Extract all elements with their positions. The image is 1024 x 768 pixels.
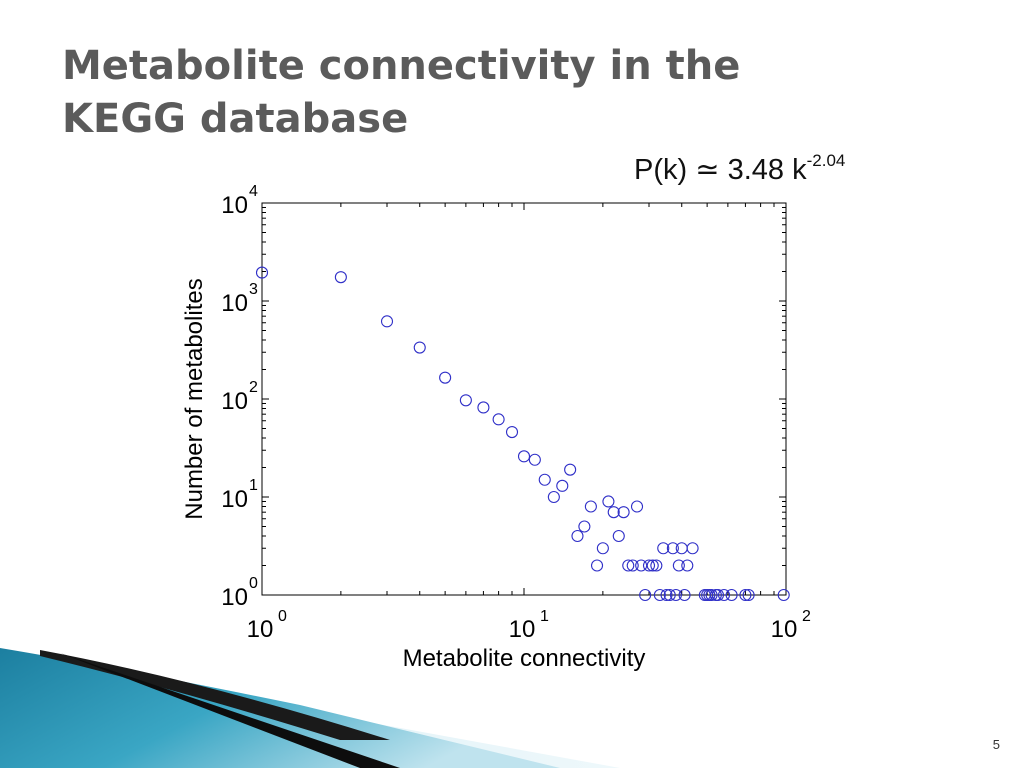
data-point bbox=[672, 559, 685, 572]
y-axis-label: Number of metabolites bbox=[181, 278, 208, 519]
data-point bbox=[639, 588, 652, 602]
data-point bbox=[612, 529, 625, 543]
y-tick-label-exponent: 3 bbox=[249, 281, 258, 298]
x-tick-label-exponent: 2 bbox=[802, 608, 811, 625]
data-point bbox=[602, 495, 615, 508]
swoosh-dark-stroke bbox=[40, 650, 390, 740]
data-point bbox=[626, 559, 639, 572]
y-tick-label: 10 bbox=[221, 486, 248, 513]
data-point bbox=[334, 271, 347, 284]
data-point bbox=[686, 542, 699, 555]
y-tick-label-exponent: 2 bbox=[249, 379, 258, 396]
data-point bbox=[578, 520, 591, 533]
slide-title-line-2: KEGG database bbox=[62, 95, 409, 142]
x-tick-label: 10 bbox=[771, 616, 798, 643]
data-point bbox=[739, 588, 752, 602]
plot-frame bbox=[261, 202, 787, 596]
data-point bbox=[556, 479, 569, 492]
data-point bbox=[590, 559, 604, 572]
y-tick-label: 10 bbox=[221, 290, 248, 317]
y-tick-label: 10 bbox=[221, 192, 248, 219]
data-point bbox=[717, 588, 731, 602]
x-tick-label-exponent: 0 bbox=[278, 608, 287, 625]
data-point bbox=[681, 559, 694, 572]
x-tick-label: 10 bbox=[509, 616, 536, 643]
data-point bbox=[459, 394, 472, 407]
data-point bbox=[660, 588, 673, 602]
x-tick-label: 10 bbox=[247, 616, 274, 643]
data-point bbox=[380, 315, 394, 328]
y-tick-label: 10 bbox=[221, 584, 248, 611]
data-point bbox=[705, 588, 718, 602]
data-point bbox=[617, 506, 630, 519]
data-point bbox=[413, 341, 426, 354]
y-tick-label: 10 bbox=[221, 388, 248, 415]
data-point bbox=[622, 559, 635, 572]
data-point bbox=[439, 371, 452, 384]
data-point bbox=[492, 413, 505, 426]
y-tick-label-exponent: 0 bbox=[249, 575, 258, 592]
y-tick-label-exponent: 4 bbox=[249, 183, 258, 200]
swoosh-dark-stroke-2 bbox=[60, 653, 400, 768]
data-point bbox=[777, 588, 790, 602]
data-point bbox=[711, 588, 725, 602]
data-point bbox=[678, 588, 691, 602]
data-point bbox=[630, 500, 644, 513]
formula-exponent: -2.04 bbox=[806, 151, 846, 170]
data-point bbox=[505, 425, 519, 439]
data-point bbox=[666, 542, 679, 555]
data-point bbox=[646, 559, 659, 572]
data-point bbox=[725, 588, 738, 602]
formula-symbol: ≃ bbox=[695, 154, 720, 186]
data-point bbox=[669, 588, 682, 602]
x-tick-label-exponent: 1 bbox=[540, 608, 549, 625]
data-point bbox=[742, 588, 755, 602]
data-point bbox=[653, 588, 666, 602]
data-point bbox=[596, 542, 609, 555]
data-point bbox=[477, 401, 490, 414]
data-point bbox=[538, 473, 551, 486]
data-point bbox=[642, 559, 656, 572]
formula-coefficient: 3.48 k bbox=[727, 154, 807, 186]
slide-title: Metabolite connectivity in the KEGG data… bbox=[62, 40, 942, 146]
data-point bbox=[571, 529, 584, 543]
data-point bbox=[635, 559, 648, 572]
power-law-formula: P(k) ≃ 3.48 k-2.04 bbox=[634, 151, 846, 187]
slide-title-line-1: Metabolite connectivity in the bbox=[62, 43, 741, 89]
data-point bbox=[528, 453, 541, 466]
data-point bbox=[255, 266, 269, 279]
data-point bbox=[517, 450, 531, 463]
data-point bbox=[657, 542, 670, 555]
data-point bbox=[584, 500, 597, 513]
data-point bbox=[547, 490, 560, 504]
page-number: 5 bbox=[992, 737, 1000, 752]
data-point bbox=[564, 463, 577, 476]
data-point bbox=[650, 559, 663, 572]
data-point bbox=[663, 588, 676, 602]
formula-lhs: P(k) bbox=[634, 154, 688, 186]
y-tick-label-exponent: 1 bbox=[249, 477, 258, 494]
x-axis-label: Metabolite connectivity bbox=[403, 645, 646, 672]
data-point bbox=[607, 506, 620, 519]
